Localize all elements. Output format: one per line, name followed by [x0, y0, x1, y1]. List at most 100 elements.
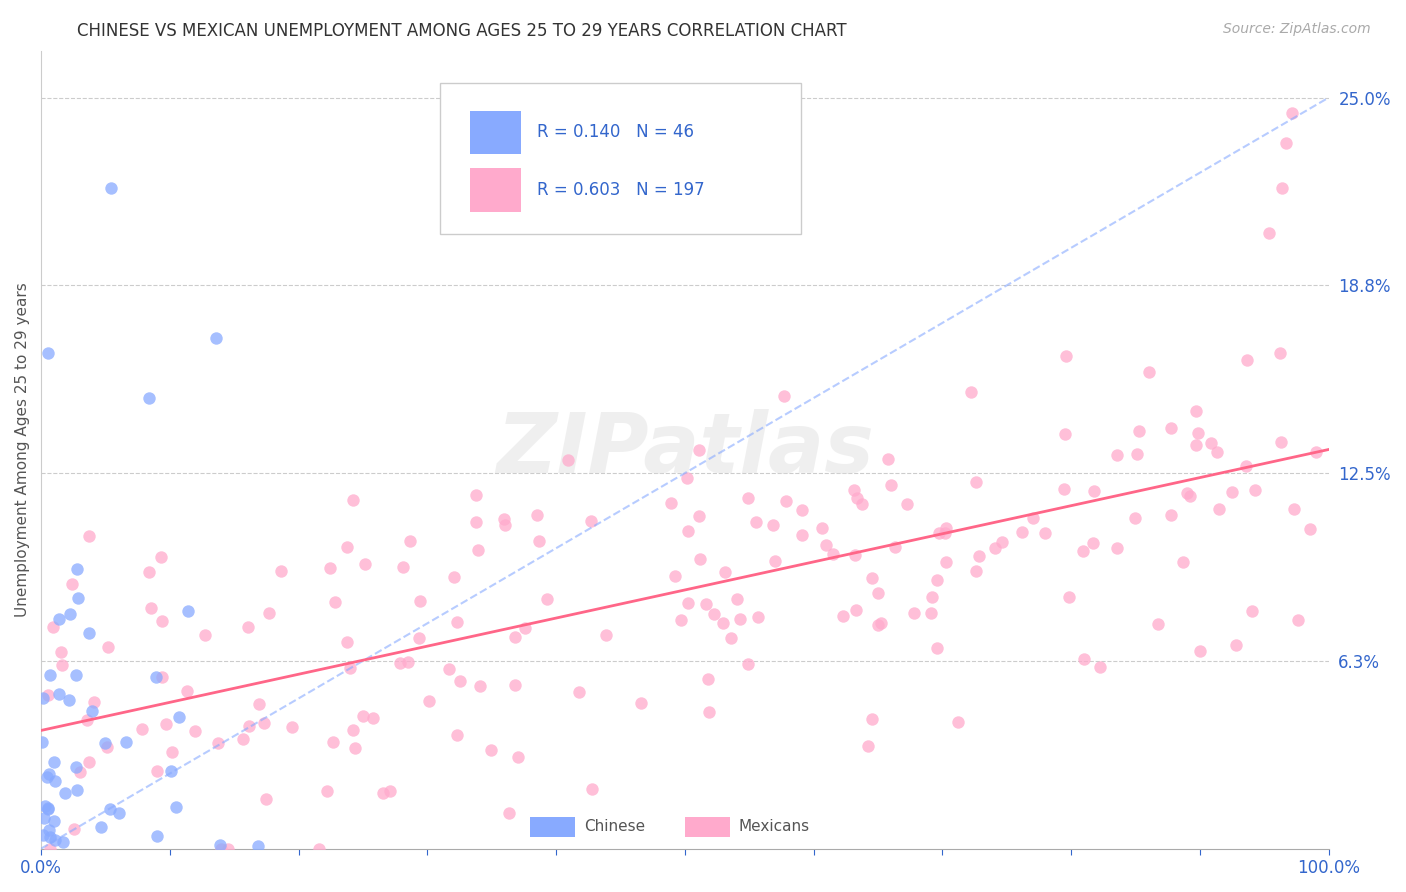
Point: [1107, 448, 1129, 462]
Point: [32, 691, 55, 706]
Point: [150, 670, 173, 684]
Point: [869, 615, 891, 630]
Point: [177, 603, 200, 617]
Point: [37, 802, 59, 816]
Point: [876, 451, 898, 466]
Point: [503, 678, 526, 692]
Point: [851, 497, 873, 511]
Point: [928, 526, 950, 541]
Point: [763, 554, 786, 568]
Point: [967, 549, 990, 563]
Point: [391, 559, 413, 574]
Point: [49, 645, 72, 659]
Point: [1054, 349, 1077, 363]
Point: [842, 483, 865, 497]
Point: [664, 569, 686, 583]
Point: [860, 571, 883, 585]
Point: [821, 547, 844, 561]
Point: [65, 783, 87, 797]
Point: [150, 614, 173, 628]
Point: [1189, 644, 1212, 658]
Point: [965, 475, 987, 490]
Point: [1105, 541, 1128, 555]
Point: [1305, 445, 1327, 459]
Point: [97, 640, 120, 654]
Point: [418, 694, 440, 708]
Point: [205, 331, 228, 345]
Point: [83, 695, 105, 709]
Point: [336, 635, 359, 649]
Point: [139, 601, 162, 615]
Point: [984, 541, 1007, 555]
Point: [65, 668, 87, 682]
Point: [48, 687, 70, 701]
Point: [53, 786, 76, 800]
Point: [211, 841, 233, 855]
Point: [711, 615, 734, 630]
Point: [503, 630, 526, 644]
Point: [465, 515, 488, 529]
Point: [935, 555, 957, 569]
Point: [167, 710, 190, 724]
Point: [714, 565, 737, 579]
Point: [728, 612, 751, 626]
Point: [866, 618, 889, 632]
Point: [77, 626, 100, 640]
Point: [1083, 483, 1105, 498]
Point: [176, 683, 198, 698]
Point: [678, 596, 700, 610]
Point: [1206, 444, 1229, 458]
Point: [51, 658, 73, 673]
Point: [1160, 508, 1182, 523]
Point: [58, 693, 80, 707]
Point: [100, 180, 122, 194]
Text: CHINESE VS MEXICAN UNEMPLOYMENT AMONG AGES 25 TO 29 YEARS CORRELATION CHART: CHINESE VS MEXICAN UNEMPLOYMENT AMONG AG…: [77, 22, 846, 40]
Point: [702, 607, 724, 621]
Point: [1282, 502, 1305, 516]
Point: [697, 705, 720, 719]
Point: [695, 598, 717, 612]
Point: [44, 833, 66, 847]
Point: [98, 802, 121, 816]
Point: [207, 736, 229, 750]
Point: [115, 735, 138, 749]
Point: [149, 550, 172, 565]
Point: [336, 541, 359, 555]
Point: [160, 764, 183, 778]
Point: [342, 723, 364, 737]
Point: [257, 607, 280, 621]
Point: [595, 628, 617, 642]
Point: [775, 493, 797, 508]
Point: [832, 609, 855, 624]
Point: [194, 627, 217, 641]
Point: [1236, 458, 1258, 473]
Point: [37, 688, 59, 702]
Point: [48, 612, 70, 626]
Point: [96, 739, 118, 754]
Point: [254, 792, 277, 806]
Point: [62, 577, 84, 591]
Text: R = 0.603   N = 197: R = 0.603 N = 197: [537, 180, 704, 199]
FancyBboxPatch shape: [685, 817, 730, 837]
Point: [688, 443, 710, 458]
Point: [479, 742, 502, 756]
Point: [59, 607, 82, 621]
Point: [946, 715, 969, 730]
Point: [94, 736, 117, 750]
Point: [344, 741, 367, 756]
Point: [62, 822, 84, 837]
Point: [52, 835, 75, 849]
Point: [927, 573, 949, 587]
Point: [762, 518, 785, 533]
Point: [44, 774, 66, 789]
Point: [1281, 105, 1303, 120]
FancyBboxPatch shape: [530, 817, 575, 837]
Point: [513, 621, 536, 635]
Point: [790, 528, 813, 542]
Point: [34, 799, 56, 814]
Point: [494, 517, 516, 532]
Point: [38, 830, 60, 844]
Point: [1011, 524, 1033, 539]
Point: [1185, 438, 1208, 452]
FancyBboxPatch shape: [470, 111, 522, 154]
